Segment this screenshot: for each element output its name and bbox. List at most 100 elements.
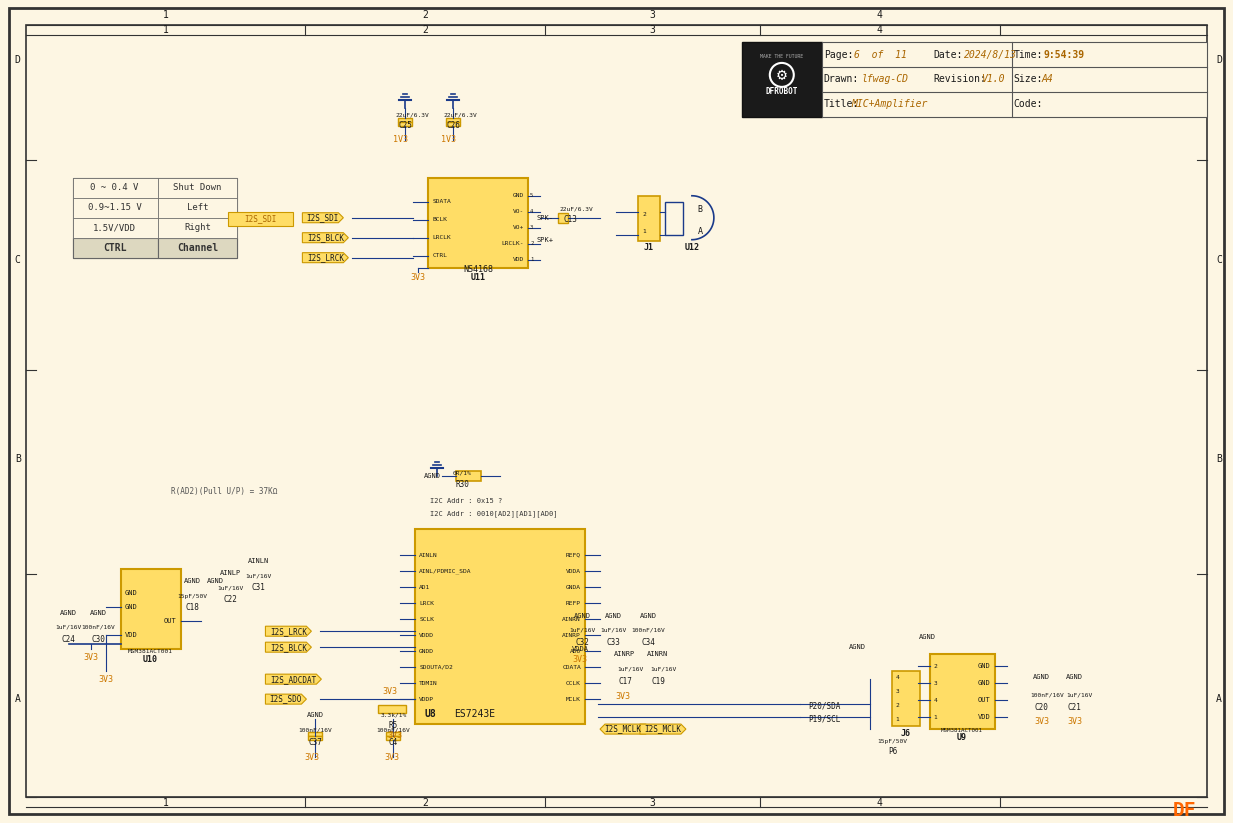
Text: DF: DF (1173, 802, 1196, 821)
Text: 1uF/16V: 1uF/16V (616, 667, 644, 672)
Text: C37: C37 (308, 737, 322, 746)
Text: C25: C25 (398, 121, 412, 130)
Text: 4: 4 (877, 798, 883, 808)
Text: 15pF/50V: 15pF/50V (878, 738, 907, 743)
Text: 2: 2 (933, 663, 937, 668)
Text: I2S_BLCK: I2S_BLCK (270, 643, 307, 652)
Text: C26: C26 (446, 121, 460, 130)
Text: U8: U8 (424, 709, 436, 719)
Text: 3V3: 3V3 (411, 273, 425, 282)
Text: 100nF/16V: 100nF/16V (376, 728, 411, 732)
Text: 3V3: 3V3 (387, 731, 403, 740)
Text: Date:: Date: (933, 50, 963, 60)
Text: 1V3: 1V3 (393, 135, 408, 144)
Text: VDDD: VDDD (419, 633, 434, 638)
Text: GND: GND (513, 193, 524, 198)
Text: NS4168: NS4168 (464, 265, 493, 274)
Text: D: D (15, 55, 21, 65)
Bar (398, 118, 412, 122)
Polygon shape (265, 674, 322, 684)
Text: J6: J6 (900, 728, 911, 737)
Text: 100nF/16V: 100nF/16V (298, 728, 332, 732)
Text: 3: 3 (650, 10, 656, 20)
Text: C19: C19 (651, 677, 665, 686)
Text: LRCK: LRCK (419, 601, 434, 606)
Text: TDMIN: TDMIN (419, 681, 438, 686)
Text: BCLK: BCLK (433, 217, 448, 222)
Text: REFP: REFP (566, 601, 581, 606)
Bar (637, 196, 660, 240)
Text: CDATA: CDATA (562, 665, 581, 670)
Text: AGND: AGND (90, 610, 107, 616)
Text: I2S_LRCK: I2S_LRCK (307, 253, 344, 263)
Text: Shut Down: Shut Down (174, 184, 222, 193)
Text: I2C Addr : 0x15 ?: I2C Addr : 0x15 ? (430, 499, 503, 504)
Bar (821, 42, 1207, 117)
Text: I2S_MCLK: I2S_MCLK (645, 724, 682, 733)
Text: Page:: Page: (824, 50, 853, 60)
Text: AD0: AD0 (570, 649, 581, 653)
Text: MIC+Amplifier: MIC+Amplifier (852, 99, 928, 109)
Text: C20: C20 (1034, 703, 1048, 712)
Text: AGND: AGND (207, 579, 224, 584)
Text: 0 ~ 0.4 V: 0 ~ 0.4 V (90, 184, 139, 193)
Text: 1uF/16V: 1uF/16V (568, 628, 596, 633)
Text: C18: C18 (186, 602, 200, 611)
Text: AINLN: AINLN (419, 553, 438, 558)
Text: 2: 2 (422, 798, 428, 808)
Bar (456, 472, 481, 481)
Bar (742, 42, 821, 117)
Text: C21: C21 (1068, 703, 1081, 712)
Text: MSM381ACT001: MSM381ACT001 (128, 649, 173, 653)
Text: V1.0: V1.0 (981, 74, 1005, 84)
Bar (158, 218, 238, 238)
Bar (158, 198, 238, 218)
Text: 1: 1 (163, 10, 169, 20)
Text: 3V3: 3V3 (385, 752, 399, 761)
Text: B: B (698, 205, 703, 214)
Text: 22uF/6.3V: 22uF/6.3V (444, 113, 477, 118)
Text: SCLK: SCLK (419, 616, 434, 621)
Text: A: A (15, 694, 21, 704)
Text: AGND: AGND (850, 644, 867, 650)
Bar (665, 202, 683, 235)
Text: 15pF/50V: 15pF/50V (178, 593, 207, 599)
Text: C4: C4 (388, 737, 398, 746)
Text: C34: C34 (641, 638, 655, 647)
Bar (559, 212, 568, 223)
Bar (73, 218, 158, 238)
Text: R(AD2)(Pull U/P) = 37KΩ: R(AD2)(Pull U/P) = 37KΩ (170, 487, 277, 496)
Text: 22uF/6.3V: 22uF/6.3V (560, 207, 593, 212)
Text: R5: R5 (388, 721, 398, 730)
Text: CCLK: CCLK (566, 681, 581, 686)
Text: D: D (1216, 55, 1222, 65)
Text: U10: U10 (143, 654, 158, 663)
Text: 4: 4 (530, 209, 534, 214)
Text: I2S_ADCDAT: I2S_ADCDAT (270, 675, 317, 684)
Text: 2: 2 (530, 241, 534, 246)
Text: 1: 1 (163, 25, 169, 35)
Text: P19/SCL: P19/SCL (808, 714, 840, 723)
Text: AGND: AGND (307, 712, 324, 718)
Text: ES7243E: ES7243E (455, 709, 496, 719)
Bar (398, 122, 412, 126)
Text: J1: J1 (644, 243, 653, 252)
Text: 2: 2 (642, 212, 646, 217)
Text: AGND: AGND (184, 579, 201, 584)
Text: Revision:: Revision: (933, 74, 986, 84)
Text: 3: 3 (530, 226, 534, 230)
Text: VDD: VDD (125, 632, 137, 638)
Text: 4: 4 (933, 698, 937, 703)
Text: GND: GND (978, 663, 990, 669)
Text: VO+: VO+ (513, 226, 524, 230)
Bar (121, 570, 180, 649)
Text: AGND: AGND (1065, 674, 1083, 680)
Text: GND: GND (125, 604, 137, 610)
Text: 5: 5 (530, 193, 534, 198)
Text: LRCLK-: LRCLK- (502, 241, 524, 246)
Text: Size:: Size: (1014, 74, 1043, 84)
Text: I2S_MCLK: I2S_MCLK (604, 724, 641, 733)
Polygon shape (265, 626, 312, 636)
Bar (446, 118, 460, 122)
Text: GNDA: GNDA (566, 585, 581, 590)
